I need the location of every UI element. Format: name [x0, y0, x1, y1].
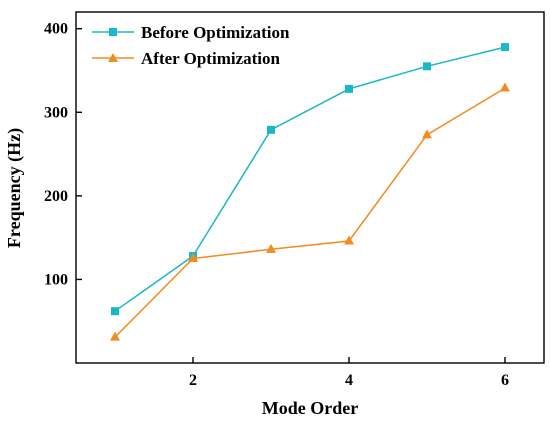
y-tick-label: 100	[44, 271, 68, 288]
legend-label-before: Before Optimization	[141, 23, 290, 42]
data-point-triangle	[266, 243, 276, 253]
legend-marker-before	[109, 28, 117, 36]
data-point-triangle	[500, 82, 510, 92]
x-tick-label: 2	[189, 372, 197, 389]
data-point-triangle	[422, 129, 432, 139]
y-tick-label: 200	[44, 188, 68, 205]
data-point-triangle	[188, 253, 198, 263]
y-tick-label: 300	[44, 104, 68, 121]
legend: Before Optimization After Optimization	[92, 23, 290, 68]
data-point-square	[501, 43, 509, 52]
y-tick-label: 400	[44, 21, 68, 38]
plot-frame	[75, 11, 545, 364]
x-tick-label: 4	[345, 372, 353, 389]
data-point-square	[345, 84, 353, 93]
y-axis-title: Frequency (Hz)	[4, 128, 25, 248]
legend-label-after: After Optimization	[141, 49, 281, 68]
data-point-triangle	[110, 331, 120, 341]
data-point-square	[111, 307, 119, 316]
x-tick-label: 6	[501, 372, 509, 389]
series-layer	[110, 43, 510, 341]
data-point-square	[423, 62, 431, 71]
data-point-square	[267, 125, 275, 134]
x-axis-title: Mode Order	[262, 398, 358, 418]
series-line-1	[114, 87, 506, 338]
legend-marker-after	[108, 53, 118, 62]
series-line-0	[114, 46, 506, 312]
data-point-triangle	[344, 235, 354, 245]
axis-ticks: 100 200 300 400 2 4 6	[44, 21, 509, 389]
